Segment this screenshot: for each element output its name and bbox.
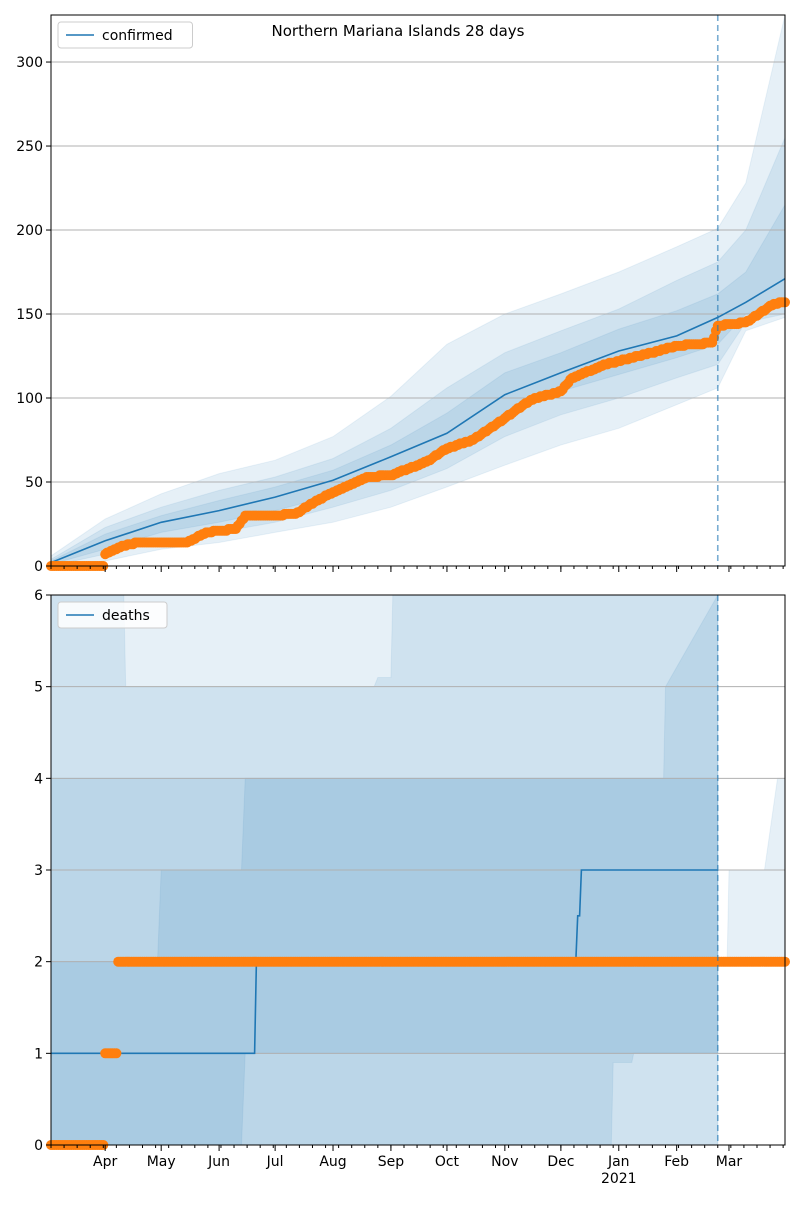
series-line-confirmed (50, 278, 786, 564)
legend-box (57, 21, 193, 49)
y-tick-label: 0 (34, 559, 43, 575)
x-tick-label: Jul (266, 1154, 284, 1170)
x-tick-label: Nov (491, 1154, 518, 1170)
y-tick-label: 4 (34, 771, 43, 787)
x-tick-label: Dec (547, 1154, 574, 1170)
y-tick-label: 250 (16, 139, 43, 155)
x-tick-label: Oct (435, 1154, 460, 1170)
y-tick-label: 200 (16, 223, 43, 239)
y-tick-label: 2 (34, 955, 43, 971)
axes-frame (50, 14, 786, 567)
x-tick-label: Apr (93, 1154, 117, 1170)
x-tick-label: Jun (207, 1154, 230, 1170)
x-tick-label: Sep (378, 1154, 405, 1170)
x-year-label: 2021 (601, 1171, 637, 1187)
plot-area (51, 15, 785, 566)
x-tick-label: May (147, 1154, 176, 1170)
legend-box (57, 601, 168, 629)
y-tick-label: 300 (16, 55, 43, 71)
observed-point (111, 1048, 122, 1059)
x-tick-label: Mar (716, 1154, 743, 1170)
x-tick-label: Jan (607, 1154, 630, 1170)
y-tick-label: 3 (34, 863, 43, 879)
legend-label-deaths: deaths (102, 608, 150, 624)
x-tick-label: Aug (319, 1154, 346, 1170)
legend-label-confirmed: confirmed (102, 28, 173, 44)
y-tick-label: 50 (25, 475, 43, 491)
y-tick-label: 1 (34, 1046, 43, 1062)
chart-title: Northern Mariana Islands 28 days (272, 22, 525, 40)
confirmed-panel: 0 50 100 150 200 250 300 confirmed (16, 14, 790, 575)
y-tick-label: 150 (16, 307, 43, 323)
y-tick-label: 0 (34, 1138, 43, 1154)
series-line-deaths (51, 869, 718, 1055)
y-tick-label: 6 (34, 588, 43, 604)
y-tick-label: 100 (16, 391, 43, 407)
x-tick-label: Feb (664, 1154, 689, 1170)
y-tick-label: 5 (34, 680, 43, 696)
deaths-panel: 0 1 2 3 4 5 6 deaths Apr May Jun Jul Aug Sep Oct Nov Dec… (34, 588, 790, 1187)
